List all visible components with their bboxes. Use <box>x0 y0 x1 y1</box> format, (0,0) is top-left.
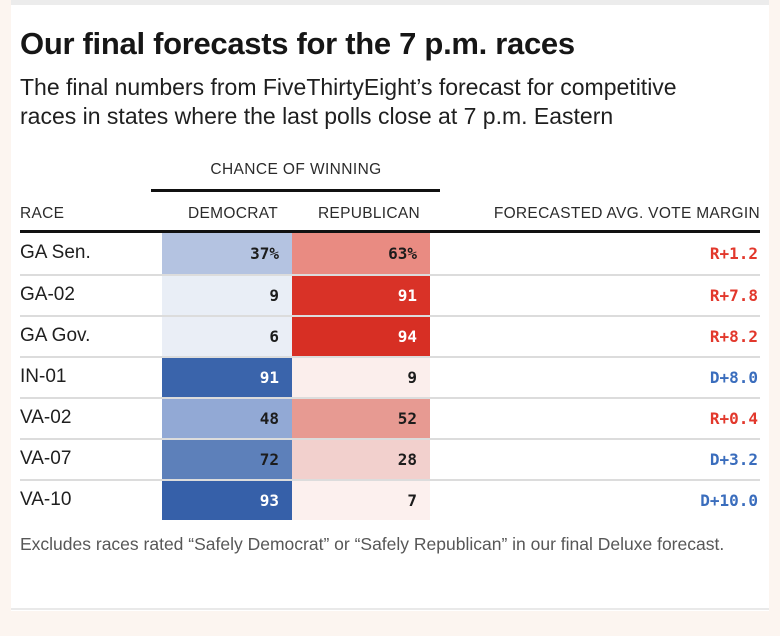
margin-value: R+1.2 <box>709 243 758 263</box>
margin-value: R+8.2 <box>709 326 758 346</box>
table-row: IN-01 91 9 D+8.0 <box>20 355 760 397</box>
republican-column-header: REPUBLICAN <box>317 204 420 222</box>
column-headers: RACE DEMOCRAT REPUBLICAN FORECASTED AVG.… <box>20 205 760 230</box>
chance-of-winning-header: CHANCE OF WINNING <box>210 161 382 179</box>
table-row: VA-10 93 7 D+10.0 <box>20 478 760 520</box>
dem-cell: 48 <box>162 398 292 438</box>
top-divider <box>11 0 769 5</box>
bottom-divider <box>11 608 769 610</box>
rep-cell: 94 <box>292 316 430 356</box>
table-row: VA-07 72 28 D+3.2 <box>20 437 760 479</box>
rep-cell: 28 <box>292 439 430 479</box>
table-row: GA Gov. 6 94 R+8.2 <box>20 314 760 356</box>
margin-value: R+7.8 <box>709 285 758 305</box>
rep-cell: 63% <box>292 232 430 274</box>
rep-cell: 9 <box>292 357 430 397</box>
dem-cell: 91 <box>162 357 292 397</box>
forecast-table-card: Our final forecasts for the 7 p.m. races… <box>11 0 769 611</box>
race-label: VA-10 <box>20 489 72 511</box>
table-row: VA-02 48 52 R+0.4 <box>20 396 760 438</box>
rep-cell: 7 <box>292 480 430 520</box>
chance-of-winning-underline <box>151 189 440 192</box>
margin-column-header: FORECASTED AVG. VOTE MARGIN <box>493 204 760 222</box>
dem-cell: 6 <box>162 316 292 356</box>
footnote: Excludes races rated “Safely Democrat” o… <box>20 533 725 554</box>
page-title: Our final forecasts for the 7 p.m. races <box>20 26 575 61</box>
table-row: GA-02 9 91 R+7.8 <box>20 273 760 315</box>
rep-cell: 91 <box>292 275 430 315</box>
margin-value: D+3.2 <box>709 449 758 469</box>
margin-value: R+0.4 <box>709 408 758 428</box>
dem-cell: 93 <box>162 480 292 520</box>
race-column-header: RACE <box>20 204 65 222</box>
rep-cell: 52 <box>292 398 430 438</box>
dem-cell: 37% <box>162 232 292 274</box>
race-label: GA-02 <box>20 284 75 306</box>
margin-value: D+10.0 <box>700 490 758 510</box>
dem-cell: 72 <box>162 439 292 479</box>
margin-value: D+8.0 <box>709 367 758 387</box>
democrat-column-header: DEMOCRAT <box>188 204 278 222</box>
race-label: GA Gov. <box>20 325 91 347</box>
dem-cell: 9 <box>162 275 292 315</box>
race-label: VA-02 <box>20 407 72 429</box>
race-label: IN-01 <box>20 366 67 388</box>
race-label: VA-07 <box>20 448 72 470</box>
table-body: GA Sen. 37% 63% R+1.2 GA-02 9 91 R+7.8 G… <box>20 229 760 520</box>
page-subtitle: The final numbers from FiveThirtyEight’s… <box>20 74 677 130</box>
table-row: GA Sen. 37% 63% R+1.2 <box>20 232 760 274</box>
race-label: GA Sen. <box>20 242 91 264</box>
